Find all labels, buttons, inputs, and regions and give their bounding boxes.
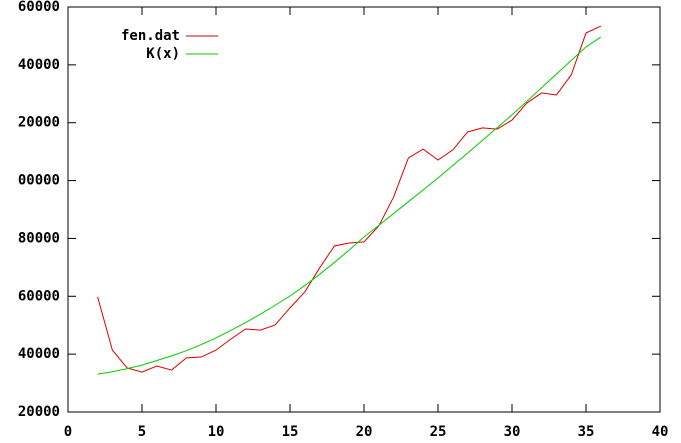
y-tick-label: 00000 <box>18 173 60 189</box>
y-tick-label: 60000 <box>18 0 60 15</box>
y-tick-label: 80000 <box>18 230 60 246</box>
y-tick-label: 40000 <box>18 346 60 362</box>
plot-frame <box>67 6 661 413</box>
x-tick-label: 20 <box>356 424 373 440</box>
x-tick-label: 35 <box>578 424 595 440</box>
x-tick-label: 10 <box>208 424 225 440</box>
data-line <box>97 25 602 373</box>
legend-label: fen.dat <box>121 28 180 44</box>
data-line <box>97 36 602 375</box>
x-tick-label: 0 <box>64 424 72 440</box>
x-tick-label: 40 <box>652 424 669 440</box>
x-tick-label: 25 <box>430 424 447 440</box>
y-tick-label: 20000 <box>18 115 60 131</box>
y-tick-label: 20000 <box>18 404 60 420</box>
x-tick-label: 30 <box>504 424 521 440</box>
x-tick-label: 15 <box>282 424 299 440</box>
y-tick-label: 60000 <box>18 288 60 304</box>
x-tick-label: 5 <box>138 424 146 440</box>
legend-label: K(x) <box>146 46 180 62</box>
y-tick-label: 40000 <box>18 57 60 73</box>
